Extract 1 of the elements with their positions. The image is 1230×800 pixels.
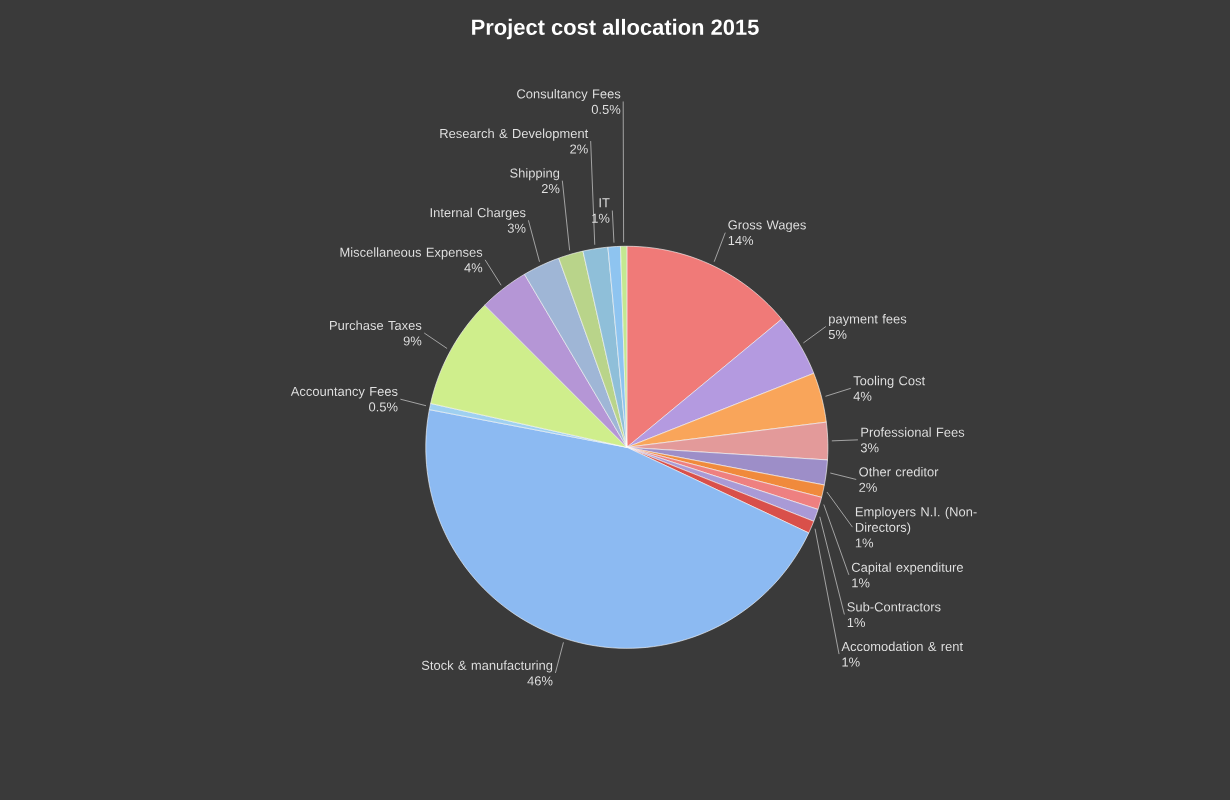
chart-title: Project cost allocation 2015 xyxy=(472,18,759,40)
